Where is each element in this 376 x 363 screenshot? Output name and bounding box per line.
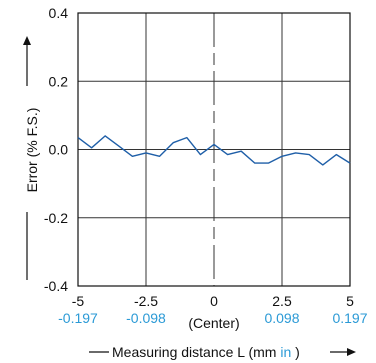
x-axis-label-close: )	[295, 344, 300, 360]
y-tick-label: -0.2	[44, 210, 68, 226]
grid-lines	[78, 13, 350, 286]
x-tick-label-inch: -0.098	[126, 310, 166, 326]
series-layer	[77, 135, 351, 166]
y-axis-arrow-icon	[23, 36, 31, 45]
x-tick-label: 2.5	[272, 293, 292, 309]
x-tick-label: -5	[72, 293, 85, 309]
x-tick-label: 5	[346, 293, 354, 309]
y-axis-label: Error (% F.S.)	[24, 108, 40, 193]
x-axis-label-main: Measuring distance L (mm	[112, 344, 276, 360]
y-tick-label: -0.4	[44, 278, 68, 294]
center-label: (Center)	[188, 315, 239, 331]
x-tick-label: 0	[210, 293, 218, 309]
series-line	[77, 135, 351, 166]
x-tick-label: -2.5	[134, 293, 158, 309]
x-tick-label-inch: 0.197	[332, 310, 367, 326]
x-tick-label-inch: 0.098	[264, 310, 299, 326]
y-tick-label: 0.2	[49, 73, 69, 89]
y-axis-title: Error (% F.S.)	[23, 36, 40, 280]
x-axis-title: Measuring distance L (mm in )	[89, 344, 356, 360]
plot-frame	[77, 12, 351, 287]
y-tick-label: 0.4	[49, 5, 69, 21]
x-axis-arrow-icon	[347, 348, 356, 356]
x-axis-label: Measuring distance L (mm in )	[112, 344, 300, 360]
x-tick-label-inch: -0.197	[58, 310, 98, 326]
x-axis-label-unit-alt: in	[280, 344, 291, 360]
y-tick-label: 0.0	[49, 142, 69, 158]
